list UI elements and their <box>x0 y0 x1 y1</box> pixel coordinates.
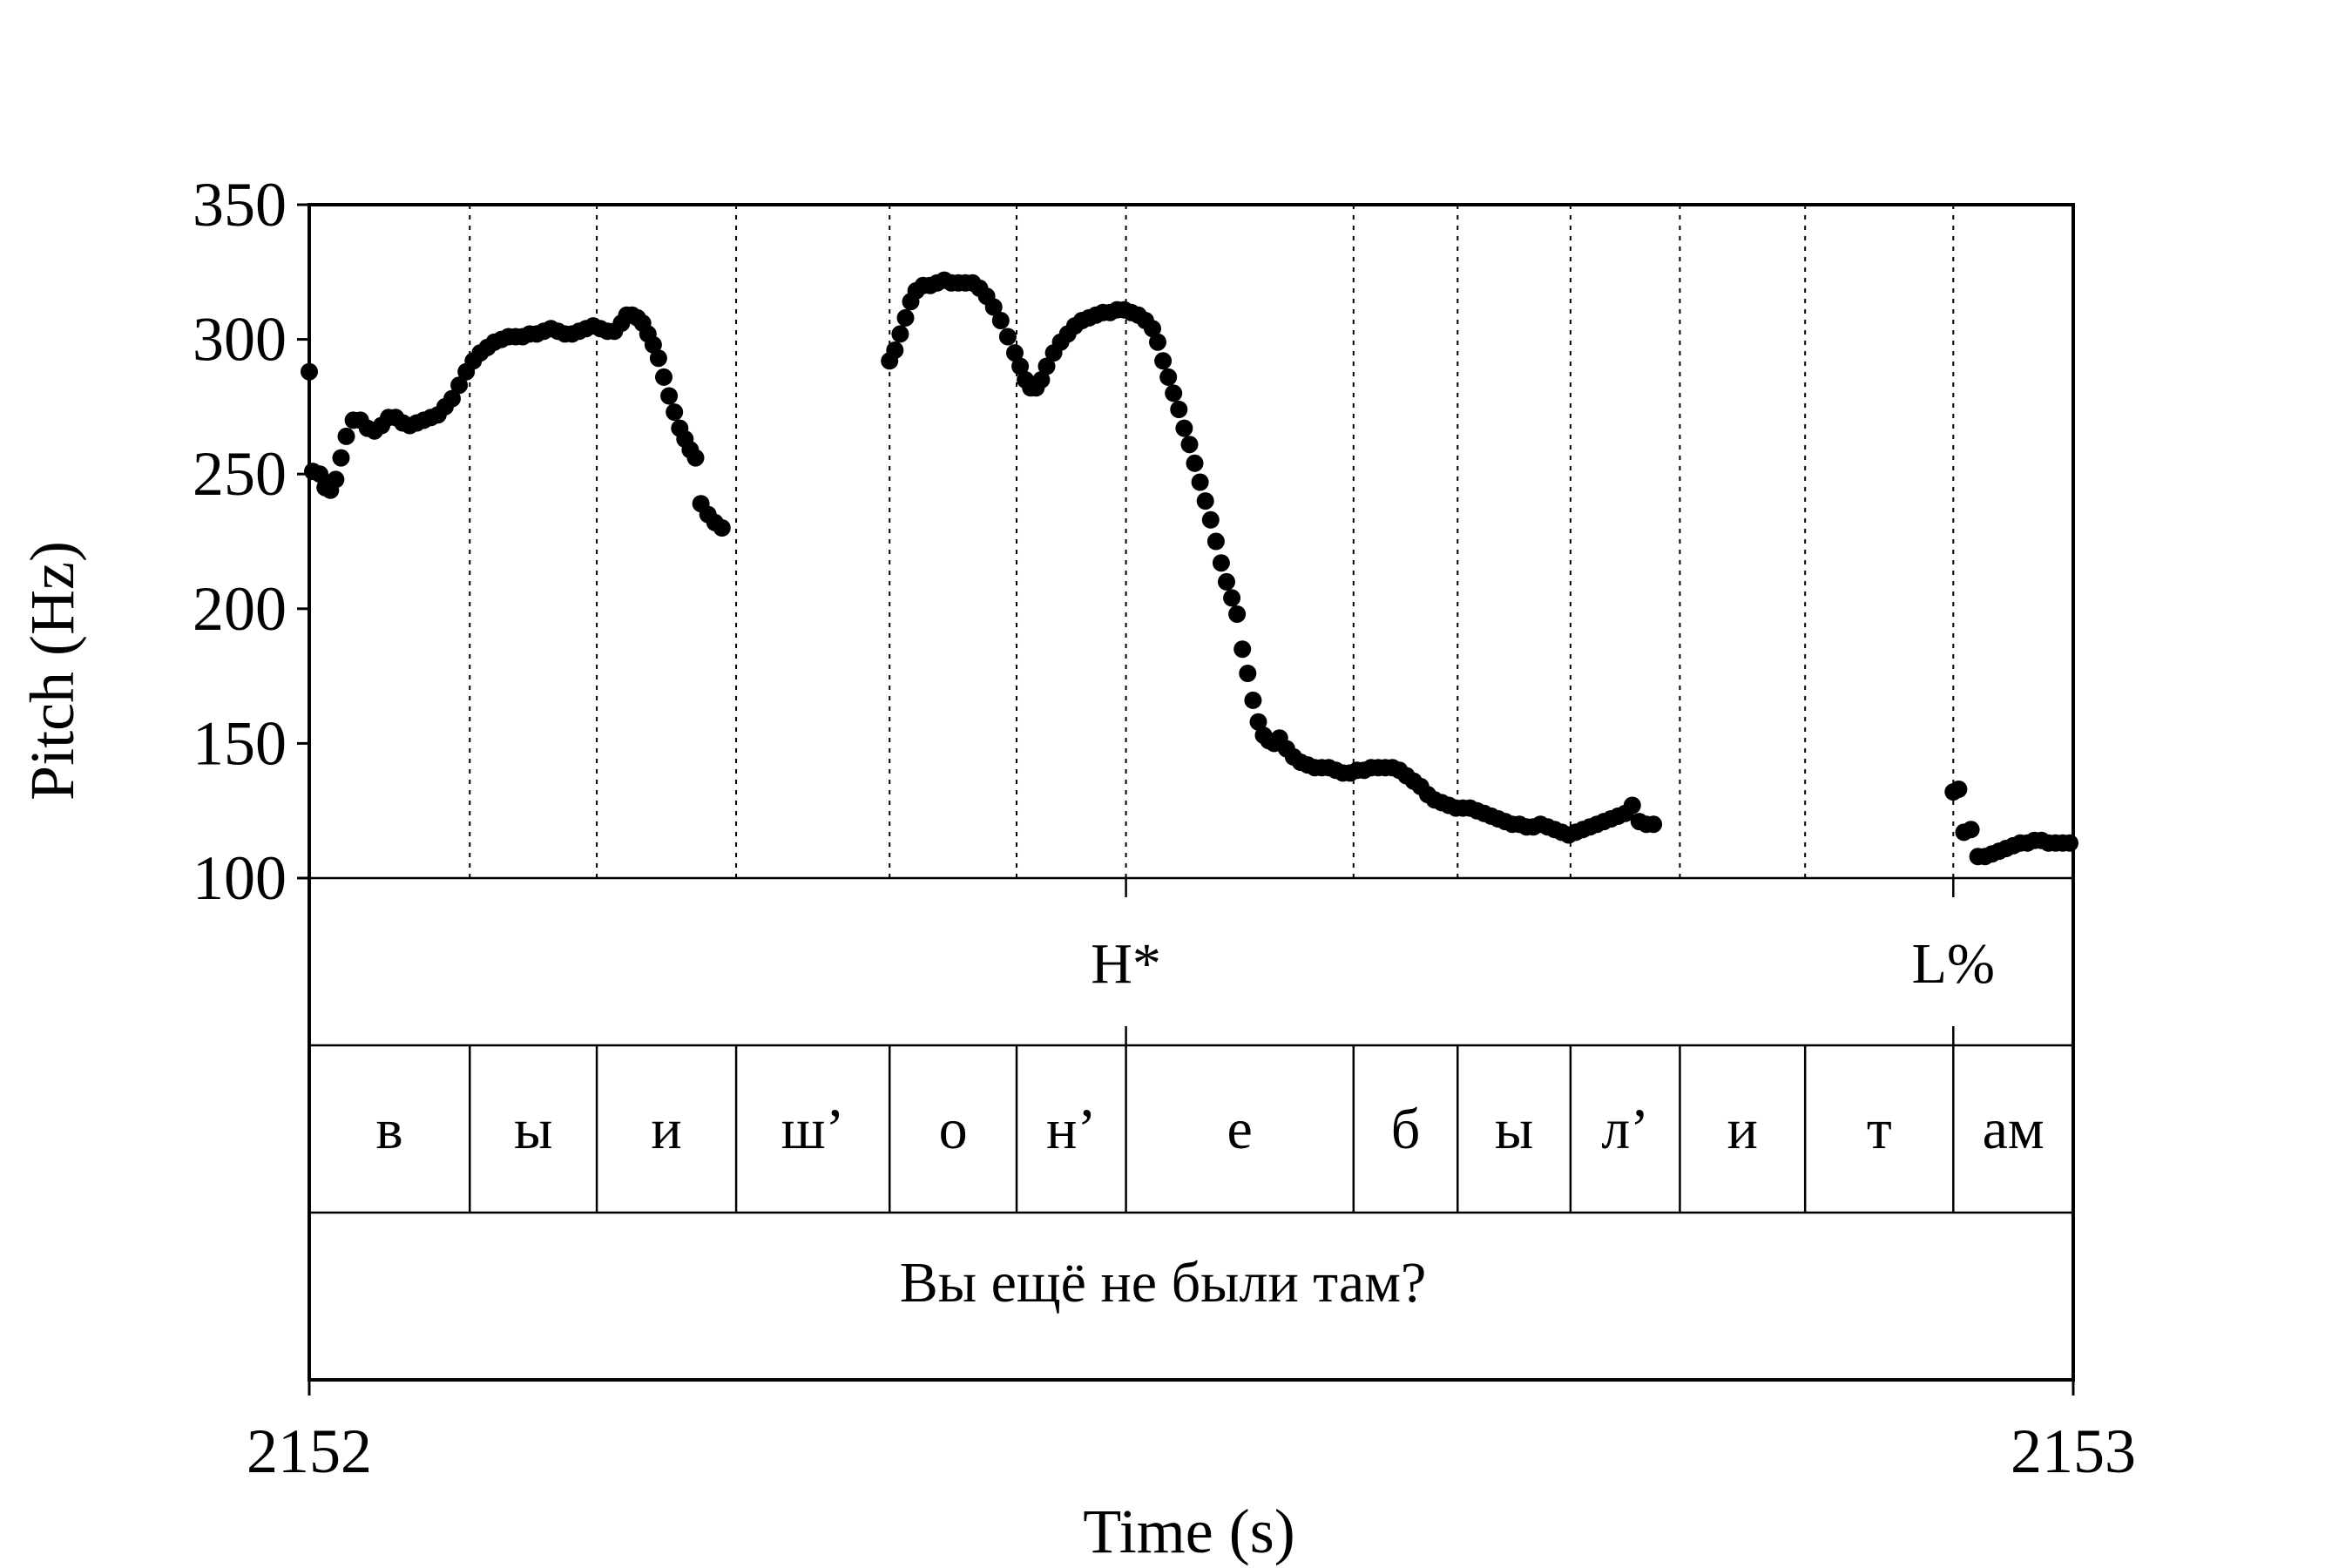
pitch-point <box>666 403 684 422</box>
pitch-point <box>1228 605 1247 623</box>
tone-tier: H* L% <box>1091 932 1995 996</box>
pitch-point <box>1239 665 1257 682</box>
pitch-point <box>450 376 469 395</box>
pitch-point <box>1165 384 1183 402</box>
x-axis-title: Time (s) <box>1083 1497 1294 1566</box>
segment-label: ы <box>514 1098 552 1161</box>
tone-label: H* <box>1091 932 1161 996</box>
pitch-point <box>998 328 1017 346</box>
plot-frame <box>308 203 2075 1382</box>
y-tick-label: 100 <box>193 843 287 913</box>
segment-label: и <box>651 1098 681 1161</box>
pitch-point <box>1154 352 1173 370</box>
pitch-point <box>1149 333 1166 351</box>
segment-tier: в ы и ш’ о н’ е б ы л’ и т ам <box>376 1098 2044 1161</box>
segment-label: в <box>376 1098 403 1161</box>
y-tick-label: 250 <box>193 439 287 509</box>
x-axis: 2152 2153 <box>247 1380 2136 1486</box>
pitch-point <box>1011 357 1030 375</box>
pitch-point <box>1175 419 1193 437</box>
pitch-point <box>649 349 667 368</box>
pitch-point <box>1212 554 1230 572</box>
y-tick-label: 200 <box>193 574 287 644</box>
pitch-point <box>1144 320 1161 338</box>
segment-label: н’ <box>1046 1098 1096 1161</box>
pitch-point <box>1249 713 1267 731</box>
pitch-point <box>1645 815 1663 834</box>
pitch-point <box>1170 401 1188 418</box>
pitch-point <box>1037 357 1056 375</box>
pitch-point <box>1006 344 1024 362</box>
pitch-point <box>1159 368 1178 386</box>
pitch-point <box>1218 572 1235 591</box>
segment-label: и <box>1727 1098 1758 1161</box>
tone-label: L% <box>1912 932 1995 996</box>
pitch-points <box>301 271 2078 866</box>
pitch-point <box>1196 492 1214 510</box>
segment-label: ам <box>1983 1098 2044 1161</box>
pitch-point <box>686 449 705 467</box>
pitch-point <box>1244 691 1262 709</box>
y-tick-label: 350 <box>193 170 287 240</box>
pitch-point <box>1201 510 1220 529</box>
segment-label: о <box>939 1098 968 1161</box>
pitch-point <box>1623 796 1641 814</box>
outer-frame <box>308 203 2075 1382</box>
pitch-point <box>984 298 1003 316</box>
pitch-point <box>1186 454 1204 472</box>
pitch-point <box>886 341 904 359</box>
pitch-point <box>1191 473 1209 491</box>
pitch-point <box>1950 781 1968 798</box>
y-axis-title: Pitch (Hz) <box>17 541 87 801</box>
sentence-label: Вы ещё не были там? <box>900 1251 1427 1315</box>
pitch-point <box>311 465 329 483</box>
segment-label: ш’ <box>781 1098 845 1161</box>
pitch-point <box>1180 436 1199 454</box>
pitch-point <box>1233 640 1252 659</box>
pitch-point <box>2061 834 2078 852</box>
pitch-point <box>891 325 909 343</box>
pitch-point <box>991 312 1010 329</box>
pitch-point <box>713 519 731 537</box>
pitch-point <box>660 387 679 405</box>
pitch-point <box>655 368 672 386</box>
segment-label: е <box>1227 1098 1253 1161</box>
x-tick-label: 2153 <box>2011 1416 2136 1486</box>
y-tick-label: 300 <box>193 305 287 375</box>
pitch-point <box>1032 371 1051 389</box>
boundary-grid <box>469 205 1955 878</box>
pitch-point <box>896 308 915 327</box>
y-axis: 350 300 250 200 150 100 <box>193 170 309 913</box>
y-tick-label: 150 <box>193 708 287 778</box>
segment-label: т <box>1867 1098 1892 1161</box>
pitch-point <box>1962 821 1980 839</box>
pitch-point <box>1223 589 1241 607</box>
pitch-point <box>1206 532 1225 551</box>
x-tick-label: 2152 <box>247 1416 372 1486</box>
pitch-point <box>332 449 350 467</box>
pitch-point <box>327 470 345 489</box>
pitch-point <box>644 335 662 354</box>
pitch-point <box>337 427 355 445</box>
segment-label: ы <box>1495 1098 1533 1161</box>
segment-label: л’ <box>1601 1098 1649 1161</box>
pitch-point <box>443 389 461 408</box>
segment-label: б <box>1391 1098 1421 1161</box>
tier-boundaries <box>469 878 1955 1213</box>
